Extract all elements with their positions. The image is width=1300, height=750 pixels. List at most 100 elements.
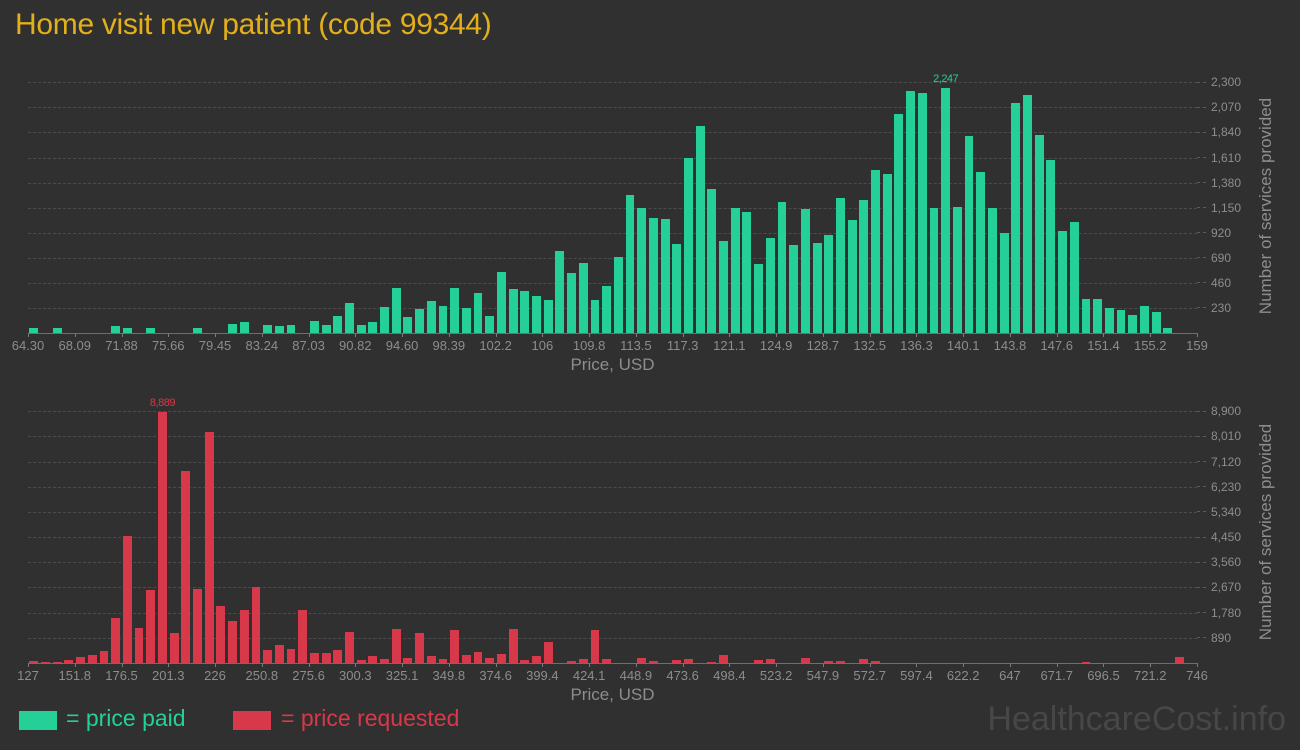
price-requested-bar[interactable] [754, 659, 764, 663]
price-paid-bar[interactable] [1163, 328, 1173, 333]
price-requested-bar[interactable] [380, 659, 389, 663]
price-requested-bar[interactable] [637, 657, 647, 663]
price-requested-bar[interactable] [76, 657, 86, 663]
price-paid-bar[interactable] [1011, 103, 1021, 333]
price-paid-bar[interactable] [333, 315, 343, 333]
price-requested-bar[interactable] [122, 535, 132, 663]
price-paid-bar[interactable] [380, 306, 389, 333]
price-paid-bar[interactable] [146, 327, 156, 333]
price-paid-bar[interactable] [765, 237, 775, 333]
price-requested-bar[interactable] [450, 629, 460, 663]
price-requested-bar[interactable] [426, 656, 436, 663]
price-paid-bar[interactable] [426, 301, 436, 333]
price-requested-bar[interactable] [193, 588, 202, 663]
price-paid-bar[interactable] [941, 88, 951, 333]
price-paid-bar[interactable] [415, 309, 425, 333]
price-paid-bar[interactable] [590, 300, 600, 333]
price-requested-bar[interactable] [321, 652, 331, 663]
price-requested-bar[interactable] [485, 657, 495, 663]
price-requested-bar[interactable] [461, 654, 471, 663]
price-paid-bar[interactable] [52, 327, 62, 333]
price-paid-bar[interactable] [999, 232, 1009, 333]
price-requested-bar[interactable] [298, 610, 308, 663]
price-paid-bar[interactable] [1081, 299, 1091, 333]
price-requested-bar[interactable] [157, 411, 167, 663]
price-requested-bar[interactable] [824, 661, 834, 663]
price-requested-bar[interactable] [403, 658, 413, 663]
price-paid-bar[interactable] [602, 286, 612, 333]
price-paid-bar[interactable] [543, 300, 553, 333]
price-requested-bar[interactable] [274, 645, 284, 663]
price-requested-bar[interactable] [836, 661, 845, 663]
price-requested-bar[interactable] [239, 609, 249, 663]
price-paid-bar[interactable] [1046, 159, 1056, 333]
price-paid-bar[interactable] [719, 241, 728, 333]
price-requested-bar[interactable] [871, 661, 880, 663]
price-paid-bar[interactable] [29, 327, 39, 333]
price-requested-bar[interactable] [216, 606, 226, 663]
price-requested-bar[interactable] [497, 653, 506, 663]
price-requested-bar[interactable] [204, 431, 214, 663]
price-paid-bar[interactable] [871, 169, 880, 333]
price-requested-bar[interactable] [684, 659, 693, 663]
price-paid-bar[interactable] [906, 91, 916, 333]
price-paid-bar[interactable] [263, 325, 273, 333]
price-paid-bar[interactable] [532, 295, 541, 333]
price-paid-bar[interactable] [1151, 312, 1161, 333]
price-requested-bar[interactable] [111, 617, 121, 663]
price-paid-bar[interactable] [321, 325, 331, 333]
price-requested-bar[interactable] [146, 590, 156, 663]
price-paid-bar[interactable] [648, 217, 658, 333]
price-paid-bar[interactable] [1023, 95, 1032, 333]
price-paid-bar[interactable] [193, 327, 202, 333]
price-paid-bar[interactable] [987, 207, 997, 333]
price-requested-bar[interactable] [543, 641, 553, 663]
price-requested-bar[interactable] [707, 661, 717, 663]
price-paid-bar[interactable] [520, 290, 530, 333]
price-paid-bar[interactable] [672, 243, 682, 333]
price-requested-bar[interactable] [1081, 661, 1091, 663]
price-paid-bar[interactable] [695, 125, 705, 333]
price-paid-bar[interactable] [894, 113, 904, 333]
price-paid-bar[interactable] [345, 302, 354, 333]
price-requested-bar[interactable] [228, 620, 237, 663]
price-paid-bar[interactable] [859, 200, 869, 333]
price-paid-bar[interactable] [917, 93, 927, 333]
price-paid-bar[interactable] [438, 305, 448, 333]
price-paid-bar[interactable] [613, 256, 623, 333]
price-paid-bar[interactable] [356, 325, 366, 333]
price-requested-bar[interactable] [368, 655, 378, 663]
price-paid-bar[interactable] [567, 273, 577, 333]
price-paid-bar[interactable] [274, 326, 284, 333]
price-paid-bar[interactable] [882, 173, 892, 333]
price-requested-bar[interactable] [134, 628, 144, 663]
price-requested-bar[interactable] [29, 660, 39, 663]
price-requested-bar[interactable] [345, 631, 354, 663]
price-requested-bar[interactable] [648, 660, 658, 663]
price-paid-bar[interactable] [824, 234, 834, 333]
price-paid-bar[interactable] [637, 207, 647, 333]
price-paid-bar[interactable] [1058, 230, 1067, 333]
price-paid-bar[interactable] [239, 322, 249, 333]
price-paid-bar[interactable] [847, 219, 857, 333]
price-requested-bar[interactable] [415, 632, 425, 663]
price-requested-bar[interactable] [473, 652, 483, 663]
price-paid-bar[interactable] [1139, 305, 1149, 333]
price-requested-bar[interactable] [64, 660, 74, 663]
price-paid-bar[interactable] [754, 264, 764, 333]
price-paid-bar[interactable] [929, 207, 939, 333]
price-requested-bar[interactable] [672, 659, 682, 663]
price-paid-bar[interactable] [578, 263, 588, 333]
price-paid-bar[interactable] [730, 207, 740, 333]
price-requested-bar[interactable] [532, 655, 541, 663]
price-paid-bar[interactable] [1093, 298, 1103, 333]
price-paid-bar[interactable] [497, 271, 506, 333]
price-requested-bar[interactable] [520, 660, 530, 663]
price-paid-bar[interactable] [976, 171, 986, 333]
price-requested-bar[interactable] [719, 654, 728, 663]
price-requested-bar[interactable] [567, 661, 577, 663]
price-requested-bar[interactable] [181, 470, 191, 663]
price-paid-bar[interactable] [368, 322, 378, 333]
price-requested-bar[interactable] [99, 650, 109, 663]
price-paid-bar[interactable] [111, 326, 121, 333]
